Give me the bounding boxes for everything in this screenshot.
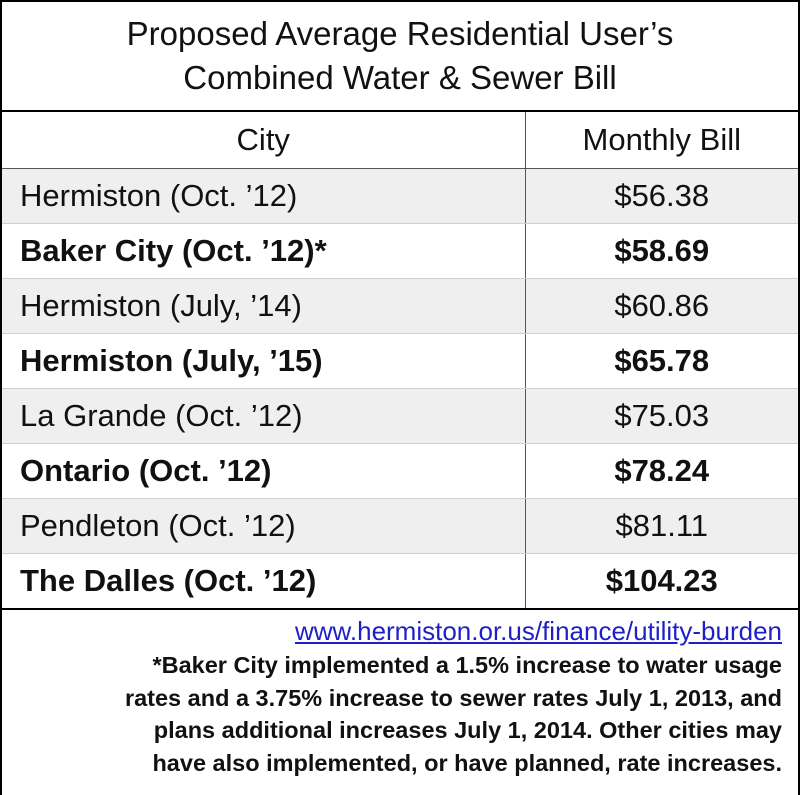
table-row: The Dalles (Oct. ’12) $104.23	[2, 553, 798, 610]
bill-cell: $58.69	[524, 223, 798, 279]
bill-cell: $65.78	[524, 333, 798, 389]
table-row: Hermiston (July, ’14) $60.86	[2, 278, 798, 334]
column-header-monthly-bill: Monthly Bill	[524, 112, 798, 169]
table-row: Ontario (Oct. ’12) $78.24	[2, 443, 798, 499]
city-cell: The Dalles (Oct. ’12)	[2, 553, 525, 610]
title-line-1: Proposed Average Residential User’s	[126, 15, 674, 52]
bill-cell: $60.86	[524, 278, 798, 334]
footnote-line-3: plans additional increases July 1, 2014.…	[153, 717, 782, 743]
city-cell: Hermiston (July, ’15)	[2, 333, 525, 389]
bill-cell: $75.03	[524, 388, 798, 444]
bill-cell: $56.38	[524, 168, 798, 224]
table-title: Proposed Average Residential User’s Comb…	[2, 2, 798, 112]
footnote-line-2: rates and a 3.75% increase to sewer rate…	[124, 684, 782, 711]
table-row: Pendleton (Oct. ’12) $81.11	[2, 498, 798, 554]
city-cell: Baker City (Oct. ’12)*	[2, 223, 525, 279]
bill-cell: $81.11	[524, 498, 798, 554]
header-row: City Monthly Bill	[2, 112, 798, 169]
table-row: La Grande (Oct. ’12) $75.03	[2, 388, 798, 444]
table-row: Baker City (Oct. ’12)* $58.69	[2, 223, 798, 279]
bill-cell: $104.23	[524, 553, 798, 610]
table-row: Hermiston (Oct. ’12) $56.38	[2, 168, 798, 224]
bills-table: City Monthly Bill Hermiston (Oct. ’12) $…	[2, 112, 798, 610]
city-cell: Pendleton (Oct. ’12)	[2, 498, 525, 554]
city-cell: Hermiston (Oct. ’12)	[2, 168, 525, 224]
bill-cell: $78.24	[524, 443, 798, 499]
title-line-2: Combined Water & Sewer Bill	[183, 59, 617, 96]
table-row: Hermiston (July, ’15) $65.78	[2, 333, 798, 389]
table-footer: www.hermiston.or.us/finance/utility-burd…	[2, 610, 798, 779]
city-cell: Hermiston (July, ’14)	[2, 278, 525, 334]
city-cell: Ontario (Oct. ’12)	[2, 443, 525, 499]
source-link[interactable]: www.hermiston.or.us/finance/utility-burd…	[294, 616, 782, 646]
city-cell: La Grande (Oct. ’12)	[2, 388, 525, 444]
footnote-line-1: *Baker City implemented a 1.5% increase …	[152, 652, 782, 678]
footnote-line-4: have also implemented, or have planned, …	[152, 749, 782, 776]
footnote: *Baker City implemented a 1.5% increase …	[2, 649, 782, 779]
column-header-city: City	[2, 112, 525, 169]
